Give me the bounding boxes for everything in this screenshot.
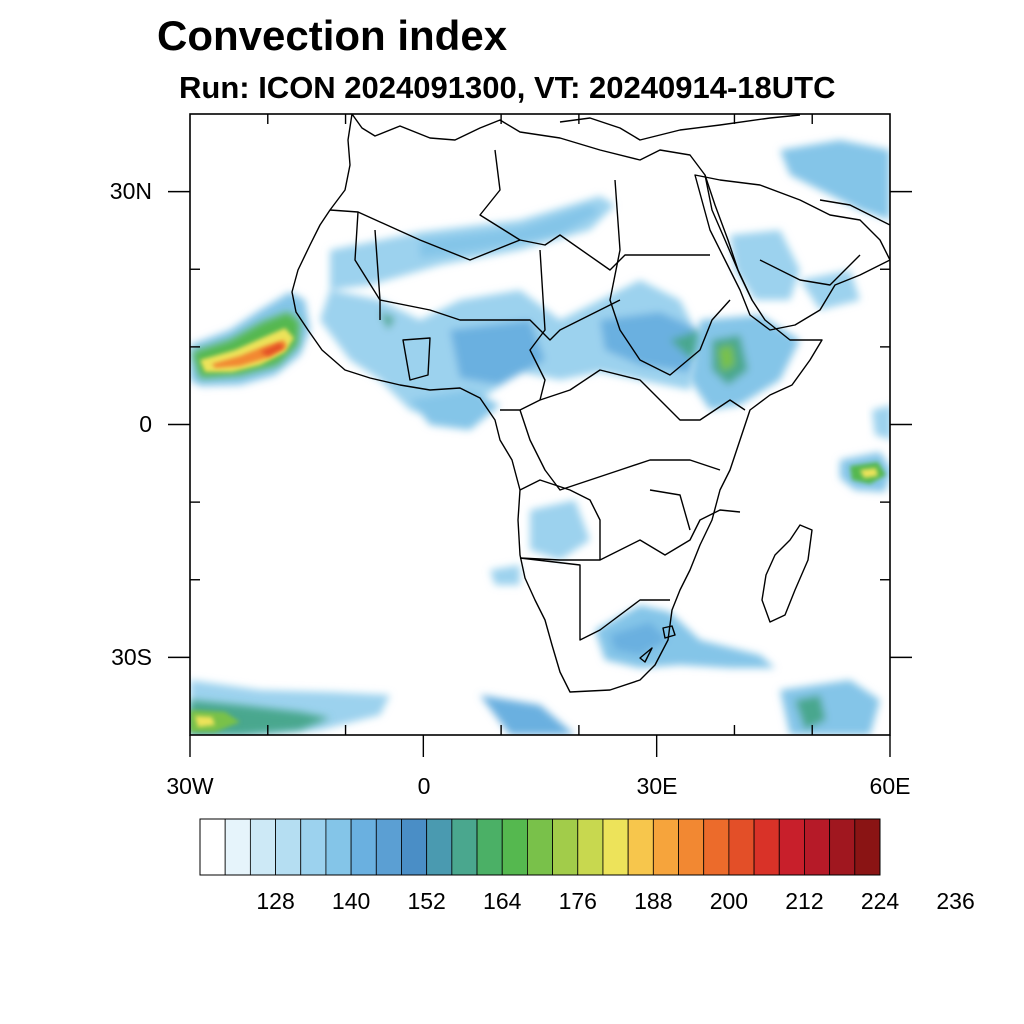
colorbar-label: 140 — [331, 888, 371, 914]
map-title: Convection index — [157, 12, 508, 59]
iran-coast — [819, 199, 890, 226]
border-8 — [519, 409, 721, 491]
colorbar-swatch — [804, 818, 831, 876]
lon-label-30e: 30E — [636, 773, 678, 799]
lon-label-30w: 30W — [166, 773, 214, 799]
border-15 — [402, 337, 431, 381]
border-3 — [374, 229, 621, 341]
field-sahel — [320, 196, 712, 430]
coastlines — [291, 114, 890, 693]
lon-label-0: 0 — [417, 773, 431, 799]
colorbar-label: 212 — [785, 888, 824, 914]
colorbar-label: 152 — [407, 888, 446, 914]
map-subtitle: Run: ICON 2024091300, VT: 20240914-18UTC — [179, 70, 836, 105]
colorbar-label: 224 — [860, 888, 900, 914]
colorbar-swatch — [275, 818, 302, 876]
colorbar-swatch — [375, 818, 402, 876]
colorbar-swatch — [753, 818, 780, 876]
border-16 — [759, 254, 861, 286]
border-1 — [329, 209, 381, 320]
lon-label-60e: 60E — [869, 773, 911, 799]
colorbar-swatch — [854, 818, 881, 876]
colorbar-swatch — [552, 818, 579, 876]
colorbar-swatch — [300, 818, 327, 876]
colorbar-swatch — [602, 818, 629, 876]
field-arabia — [730, 140, 890, 310]
border-10 — [599, 509, 741, 561]
colorbar-swatch — [350, 818, 377, 876]
border-2 — [357, 211, 710, 271]
field-south-atlantic — [190, 680, 575, 735]
colorbar-swatch — [224, 818, 251, 876]
field-sw-indian-ocean — [780, 680, 880, 735]
colorbar-swatch — [678, 818, 705, 876]
madagascar-coastline — [761, 524, 813, 623]
colorbar-swatch — [451, 818, 478, 876]
colorbar-label: 128 — [256, 888, 295, 914]
lat-label-30s: 30S — [111, 644, 152, 670]
colorbar-swatch — [728, 818, 755, 876]
lat-label-30n: 30N — [109, 178, 152, 204]
border-13 — [639, 647, 653, 663]
border-5 — [609, 179, 731, 376]
field-indian-ocean — [840, 405, 890, 492]
colorbar-swatch — [476, 818, 503, 876]
mediterranean-north — [559, 114, 801, 141]
lat-label-equator: 0 — [139, 411, 152, 437]
border-7 — [539, 369, 746, 421]
colorbar-label: 236 — [936, 888, 975, 914]
colorbar-swatch — [401, 818, 428, 876]
colorbar-swatch — [652, 818, 679, 876]
border-4 — [479, 149, 521, 241]
border-9 — [519, 479, 601, 561]
border-11 — [519, 557, 670, 641]
colorbar-swatch — [199, 818, 226, 876]
field-atlantic-west-africa — [190, 292, 310, 386]
border-14 — [662, 625, 676, 639]
colorbar-outline — [199, 818, 881, 876]
colorbar-swatch — [778, 818, 805, 876]
colorbar-label: 200 — [709, 888, 749, 914]
colorbar-label: 188 — [634, 888, 673, 914]
arabia-coastline — [694, 174, 890, 331]
field-southern-africa — [490, 500, 775, 668]
colorbar-swatch — [249, 818, 276, 876]
colorbar-swatch — [703, 818, 730, 876]
colorbar-label: 164 — [483, 888, 522, 914]
red-sea-coast — [704, 174, 753, 301]
colorbar — [199, 818, 881, 876]
border-12 — [649, 489, 691, 531]
colorbar-swatch — [527, 818, 553, 876]
colorbar-swatch — [325, 818, 352, 876]
map-frame — [189, 113, 891, 736]
axis-ticks — [168, 114, 912, 757]
field-ethiopia — [690, 315, 800, 410]
colorbar-swatch — [829, 818, 856, 876]
africa-coastline — [291, 114, 823, 693]
colorbar-swatch — [501, 818, 528, 876]
colorbar-swatch — [426, 818, 453, 876]
colorbar-swatch — [627, 818, 654, 876]
colorbar-swatch — [577, 818, 604, 876]
colorbar-label: 176 — [558, 888, 597, 914]
convection-field — [190, 140, 890, 735]
